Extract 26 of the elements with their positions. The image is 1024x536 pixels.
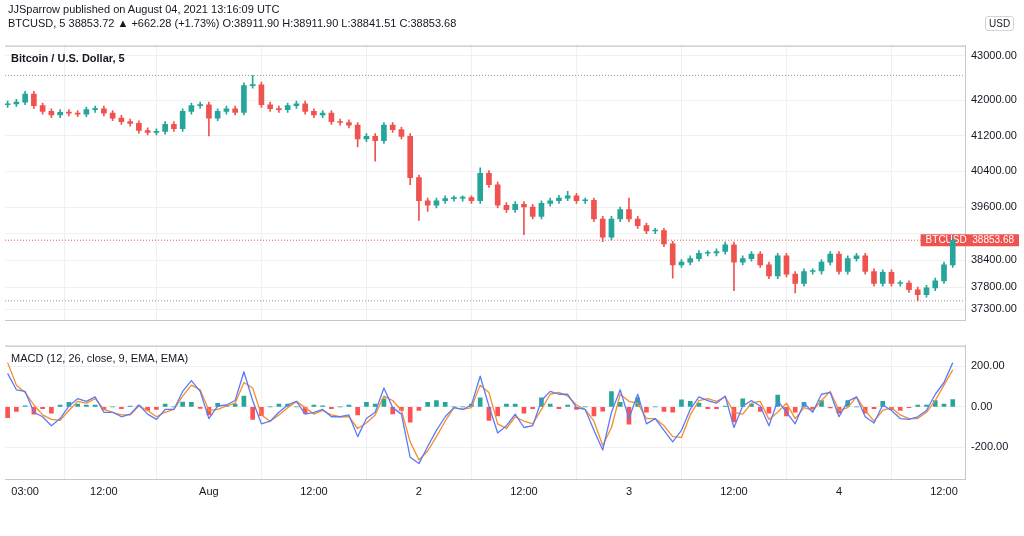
text: BTCUSD, 5 38853.72 ▲ +662.28 (+1.73%) O:38911.90 H:38911.90 L:38841.51 C:38853.68 bbox=[8, 17, 457, 29]
y-tick-label: 37800.00 bbox=[971, 280, 1017, 293]
x-tick-label: 3 bbox=[625, 485, 633, 498]
y-tick-label: -200.00 bbox=[971, 440, 1009, 453]
y-axis-title: USD bbox=[985, 16, 1015, 31]
x-tick-label: 12:00 bbox=[300, 485, 328, 498]
y-tick-label: 0.00 bbox=[971, 399, 993, 412]
x-tick-label: 12:00 bbox=[510, 485, 538, 498]
x-tick-label: 12:00 bbox=[930, 485, 958, 498]
x-tick-label: 4 bbox=[835, 485, 843, 498]
text: MACD (12, 26, close, 9, EMA, EMA) bbox=[11, 352, 189, 365]
y-tick-label: 43000.00 bbox=[971, 48, 1017, 61]
x-tick-label: 12:00 bbox=[90, 485, 118, 498]
y-tick-label: 39600.00 bbox=[971, 200, 1017, 213]
x-tick-label: 12:00 bbox=[720, 485, 748, 498]
y-tick-label: 200.00 bbox=[971, 359, 1005, 372]
y-tick-label: 41200.00 bbox=[971, 128, 1017, 141]
x-tick-label: 2 bbox=[415, 485, 422, 498]
y-tick-label: 37300.00 bbox=[971, 302, 1017, 315]
x-tick-label: Aug bbox=[199, 485, 219, 498]
x-tick-label: 03:00 bbox=[11, 485, 39, 498]
text: JJSparrow published on August 04, 2021 13:16:09 UTC bbox=[8, 3, 280, 15]
y-tick-label: 38400.00 bbox=[971, 253, 1017, 266]
y-tick-label: 40400.00 bbox=[971, 164, 1017, 177]
y-tick-label: 42000.00 bbox=[971, 93, 1017, 106]
text: Bitcoin / U.S. Dollar, 5 bbox=[11, 52, 125, 65]
